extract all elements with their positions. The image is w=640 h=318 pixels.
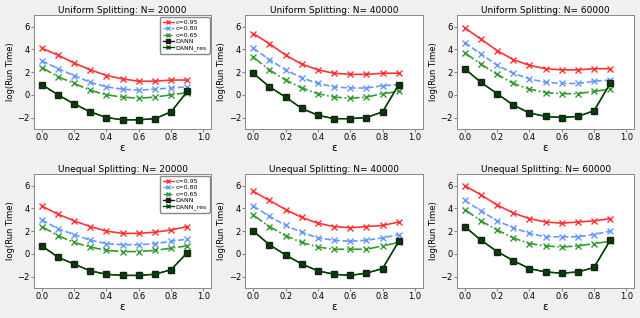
X-axis label: ε: ε bbox=[543, 143, 548, 154]
X-axis label: ε: ε bbox=[120, 302, 125, 313]
X-axis label: ε: ε bbox=[332, 302, 337, 313]
Y-axis label: log(Run Time): log(Run Time) bbox=[429, 202, 438, 260]
Y-axis label: log(Run Time): log(Run Time) bbox=[429, 43, 438, 101]
Title: Unequal Splitting: N= 20000: Unequal Splitting: N= 20000 bbox=[58, 164, 188, 174]
Title: Uniform Splitting: N= 20000: Uniform Splitting: N= 20000 bbox=[58, 5, 187, 15]
Legend: c=0.95, c=0.80, c=0.65, DANN, DANN_res: c=0.95, c=0.80, c=0.65, DANN, DANN_res bbox=[160, 17, 210, 53]
Y-axis label: log(Run Time): log(Run Time) bbox=[6, 202, 15, 260]
Y-axis label: log(Run Time): log(Run Time) bbox=[217, 202, 226, 260]
X-axis label: ε: ε bbox=[332, 143, 337, 154]
Y-axis label: log(Run Time): log(Run Time) bbox=[6, 43, 15, 101]
Title: Unequal Splitting: N= 40000: Unequal Splitting: N= 40000 bbox=[269, 164, 399, 174]
X-axis label: ε: ε bbox=[120, 143, 125, 154]
Title: Unequal Splitting: N= 60000: Unequal Splitting: N= 60000 bbox=[481, 164, 611, 174]
Legend: c=0.95, c=0.80, c=0.65, DANN, DANN_res: c=0.95, c=0.80, c=0.65, DANN, DANN_res bbox=[160, 176, 210, 212]
X-axis label: ε: ε bbox=[543, 302, 548, 313]
Title: Uniform Splitting: N= 60000: Uniform Splitting: N= 60000 bbox=[481, 5, 610, 15]
Y-axis label: log(Run Time): log(Run Time) bbox=[217, 43, 226, 101]
Title: Uniform Splitting: N= 40000: Uniform Splitting: N= 40000 bbox=[270, 5, 398, 15]
